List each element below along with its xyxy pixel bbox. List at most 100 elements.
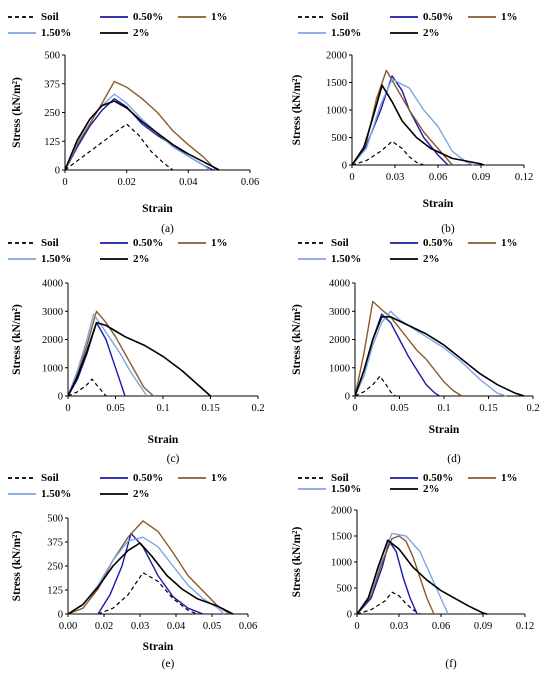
series-line-1pct <box>64 80 217 171</box>
series-line-2pct <box>67 321 212 397</box>
series-line-2pct <box>64 100 220 171</box>
series-line-1-50pct <box>67 313 148 397</box>
y-tick-label: 0 <box>58 610 63 621</box>
y-tick-label: 500 <box>44 51 60 62</box>
series-line-1pct <box>354 300 463 397</box>
chart-panel: Soil 0.50% 1% 1.50% 2% 0 500 1000 1500 2000 0 0.03 0… <box>291 11 533 235</box>
x-tick-label: 0 <box>62 177 67 188</box>
y-tick-label: 125 <box>44 137 60 148</box>
y-tick-label: 2000 <box>326 51 347 62</box>
x-tick-label: 0.15 <box>201 403 219 414</box>
legend-label-2pct: 2% <box>133 27 150 39</box>
series-line-1pct <box>67 520 231 615</box>
x-tick-label: 0.05 <box>390 403 408 414</box>
series-line-2pct <box>351 84 485 166</box>
y-tick-label: 500 <box>331 133 347 144</box>
x-tick-label: 0.05 <box>203 621 221 632</box>
y-tick-label: 0 <box>55 166 60 177</box>
legend-label-0-50pct: 0.50% <box>133 237 163 249</box>
legend-label-soil: Soil <box>331 472 349 484</box>
legend-label-2pct: 2% <box>133 253 150 265</box>
x-tick-label: 0.2 <box>526 403 539 414</box>
x-tick-label: 0.02 <box>95 621 113 632</box>
legend-label-1-50pct: 1.50% <box>41 253 71 265</box>
y-tick-label: 3000 <box>329 307 350 318</box>
legend-label-soil: Soil <box>331 237 349 249</box>
chart-panel: Soil 0.50% 1% 1.50% 2% 0 1000 2000 3000 4000 0 0.05… <box>8 237 265 465</box>
legend-label-1pct: 1% <box>501 237 518 249</box>
legend-label-soil: Soil <box>331 11 349 23</box>
y-tick-label: 125 <box>47 586 63 597</box>
x-tick-label: 0.1 <box>156 403 169 414</box>
chart-panel: Soil 0.50% 1% 1.50% 2% 0 500 1000 1500 2000 0 0.03 0… <box>291 472 534 670</box>
x-tick-label: 0.03 <box>390 621 408 632</box>
y-tick-label: 1000 <box>42 363 63 374</box>
legend-label-1pct: 1% <box>211 237 228 249</box>
legend-label-soil: Soil <box>41 11 59 23</box>
legend-label-0-50pct: 0.50% <box>423 11 453 23</box>
x-axis-title: Strain <box>148 434 179 446</box>
chart-panel: Soil 0.50% 1% 1.50% 2% 0 125 250 375 500 0.00 0.02 0… <box>8 472 257 670</box>
legend-label-1-50pct: 1.50% <box>331 483 361 495</box>
chart-panel: Soil 0.50% 1% 1.50% 2% 0 125 250 375 500 0 0.02 0.04… <box>8 11 259 235</box>
series-line-2pct <box>356 539 488 615</box>
series-line-soil <box>67 378 107 397</box>
series-line-0-50pct <box>67 321 126 397</box>
x-tick-label: 0.05 <box>106 403 124 414</box>
legend-label-1pct: 1% <box>501 11 518 23</box>
legend-label-2pct: 2% <box>423 27 440 39</box>
legend-label-0-50pct: 0.50% <box>133 472 163 484</box>
legend-label-2pct: 2% <box>133 488 150 500</box>
series-line-1pct <box>356 535 435 615</box>
x-tick-label: 0.06 <box>432 621 450 632</box>
y-tick-label: 1500 <box>326 78 347 89</box>
legend-label-0-50pct: 0.50% <box>423 237 453 249</box>
y-tick-label: 2000 <box>331 506 352 517</box>
series-line-soil <box>97 572 198 615</box>
x-tick-label: 0 <box>349 172 354 183</box>
legend-label-1pct: 1% <box>211 11 228 23</box>
x-tick-label: 0.06 <box>429 172 447 183</box>
x-tick-label: 0.04 <box>179 177 198 188</box>
chart-panel: Soil 0.50% 1% 1.50% 2% 0 1000 2000 3000 4000 0 0.05… <box>291 237 540 465</box>
panel-caption: (e) <box>162 658 175 670</box>
legend-label-2pct: 2% <box>423 483 440 495</box>
series-line-1-50pct <box>356 532 449 615</box>
panel-caption: (a) <box>161 223 174 235</box>
x-tick-label: 0.1 <box>437 403 450 414</box>
series-line-1-50pct <box>67 536 225 615</box>
y-tick-label: 1000 <box>326 106 347 117</box>
y-tick-label: 0 <box>347 610 352 621</box>
y-tick-label: 2000 <box>329 335 350 346</box>
x-tick-label: 0.06 <box>239 621 257 632</box>
series-line-soil <box>356 591 421 615</box>
x-tick-label: 0.03 <box>386 172 404 183</box>
x-tick-label: 0.00 <box>59 621 77 632</box>
y-tick-label: 1500 <box>331 532 352 543</box>
x-tick-label: 0 <box>354 621 359 632</box>
series-line-0-50pct <box>356 540 418 615</box>
y-tick-label: 500 <box>47 514 63 525</box>
legend-label-1-50pct: 1.50% <box>41 488 71 500</box>
y-axis-title: Stress (kN/m²) <box>11 531 23 602</box>
y-tick-label: 250 <box>47 562 63 573</box>
series-line-2pct <box>67 542 234 615</box>
x-tick-label: 0 <box>352 403 357 414</box>
x-axis-title: Strain <box>423 198 454 210</box>
y-tick-label: 375 <box>47 538 63 549</box>
legend-label-1-50pct: 1.50% <box>41 27 71 39</box>
panel-caption: (b) <box>441 223 455 235</box>
y-tick-label: 1000 <box>329 363 350 374</box>
x-axis-title: Strain <box>429 424 460 436</box>
y-tick-label: 3000 <box>42 307 63 318</box>
x-tick-label: 0.02 <box>117 177 135 188</box>
x-tick-label: 0.09 <box>474 621 492 632</box>
series-line-0-50pct <box>64 97 214 171</box>
x-tick-label: 0.15 <box>479 403 497 414</box>
panel-caption: (c) <box>167 453 180 465</box>
legend-label-0-50pct: 0.50% <box>133 11 163 23</box>
series-line-1-50pct <box>351 78 475 166</box>
y-axis-title: Stress (kN/m²) <box>11 77 23 148</box>
series-line-1pct <box>67 310 154 397</box>
y-tick-label: 2000 <box>42 335 63 346</box>
